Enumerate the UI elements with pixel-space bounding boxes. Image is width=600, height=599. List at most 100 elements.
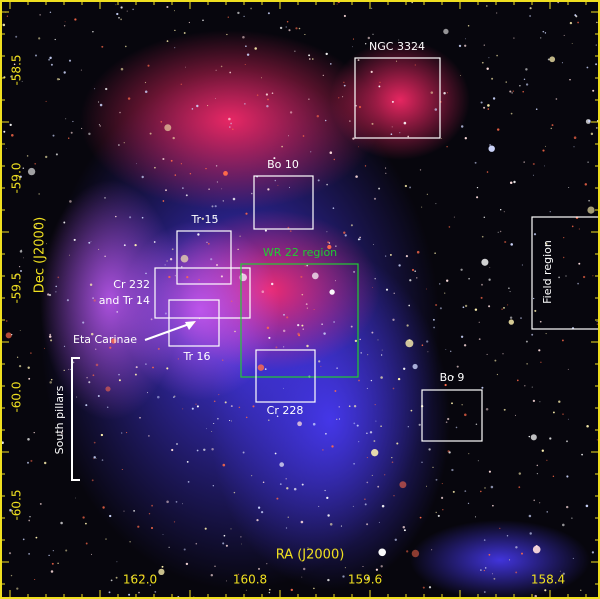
star — [558, 276, 560, 279]
star — [85, 404, 88, 407]
star — [443, 92, 446, 95]
star — [205, 167, 207, 170]
star — [237, 11, 240, 15]
star — [544, 165, 546, 167]
star — [446, 279, 449, 282]
star — [532, 162, 535, 166]
star — [297, 324, 300, 327]
star — [68, 368, 70, 370]
star — [28, 553, 30, 555]
star — [76, 396, 78, 398]
star — [391, 456, 393, 459]
star — [171, 248, 174, 251]
star — [101, 459, 104, 461]
star — [444, 383, 447, 387]
star — [208, 188, 210, 191]
star — [120, 18, 122, 21]
star — [395, 60, 398, 62]
star — [391, 461, 394, 463]
region-box — [531, 216, 600, 330]
star — [483, 591, 486, 593]
star — [371, 122, 374, 125]
star — [549, 437, 552, 440]
star — [305, 303, 308, 306]
star — [48, 335, 52, 338]
star — [157, 395, 160, 399]
star — [98, 101, 100, 103]
y-tick-label: -60.0 — [10, 381, 24, 412]
bracket — [71, 357, 80, 481]
star — [10, 574, 13, 577]
star — [349, 120, 351, 122]
star — [240, 543, 242, 545]
star — [474, 161, 477, 164]
star — [69, 200, 72, 203]
star — [211, 448, 214, 451]
star — [279, 483, 282, 485]
star — [496, 128, 500, 131]
star — [195, 403, 197, 405]
star — [185, 194, 188, 197]
star — [119, 111, 121, 114]
star — [322, 74, 324, 77]
star — [359, 236, 361, 239]
star — [381, 349, 383, 351]
star — [483, 44, 485, 46]
star — [19, 329, 21, 331]
star — [322, 449, 324, 451]
star — [213, 422, 215, 425]
star — [148, 513, 151, 515]
star — [311, 272, 319, 280]
star — [147, 64, 150, 67]
star — [144, 81, 147, 84]
star — [366, 523, 369, 526]
star — [130, 576, 133, 578]
star — [13, 63, 16, 66]
star — [538, 349, 541, 352]
star — [92, 31, 94, 33]
star — [394, 538, 397, 541]
star — [254, 47, 257, 50]
star — [438, 283, 441, 285]
star — [312, 422, 316, 426]
star — [528, 514, 532, 518]
region-label: Bo 10 — [267, 158, 299, 171]
star — [505, 81, 507, 83]
star — [377, 485, 380, 488]
star — [521, 264, 523, 266]
star — [302, 567, 306, 571]
star — [185, 66, 186, 68]
star — [221, 359, 224, 361]
star — [246, 53, 250, 56]
star — [565, 275, 567, 277]
star — [338, 418, 341, 420]
star — [162, 157, 165, 161]
star — [374, 277, 376, 280]
star — [431, 549, 433, 551]
star — [508, 287, 510, 289]
star — [52, 550, 54, 552]
star — [222, 542, 225, 545]
star — [262, 481, 265, 483]
star — [364, 165, 367, 167]
star — [425, 288, 427, 290]
star — [503, 211, 505, 213]
star — [358, 146, 360, 148]
star — [128, 593, 131, 596]
star — [98, 248, 100, 250]
star — [90, 241, 92, 242]
star — [586, 66, 589, 69]
star — [61, 432, 63, 434]
star — [50, 339, 53, 342]
star — [478, 338, 481, 340]
star — [342, 96, 344, 98]
star — [561, 62, 563, 64]
y-tick-label: -60.5 — [10, 489, 24, 520]
star — [364, 503, 367, 506]
star — [317, 179, 320, 182]
star — [484, 567, 487, 569]
star — [204, 527, 207, 530]
star — [52, 134, 55, 137]
star — [380, 565, 383, 568]
